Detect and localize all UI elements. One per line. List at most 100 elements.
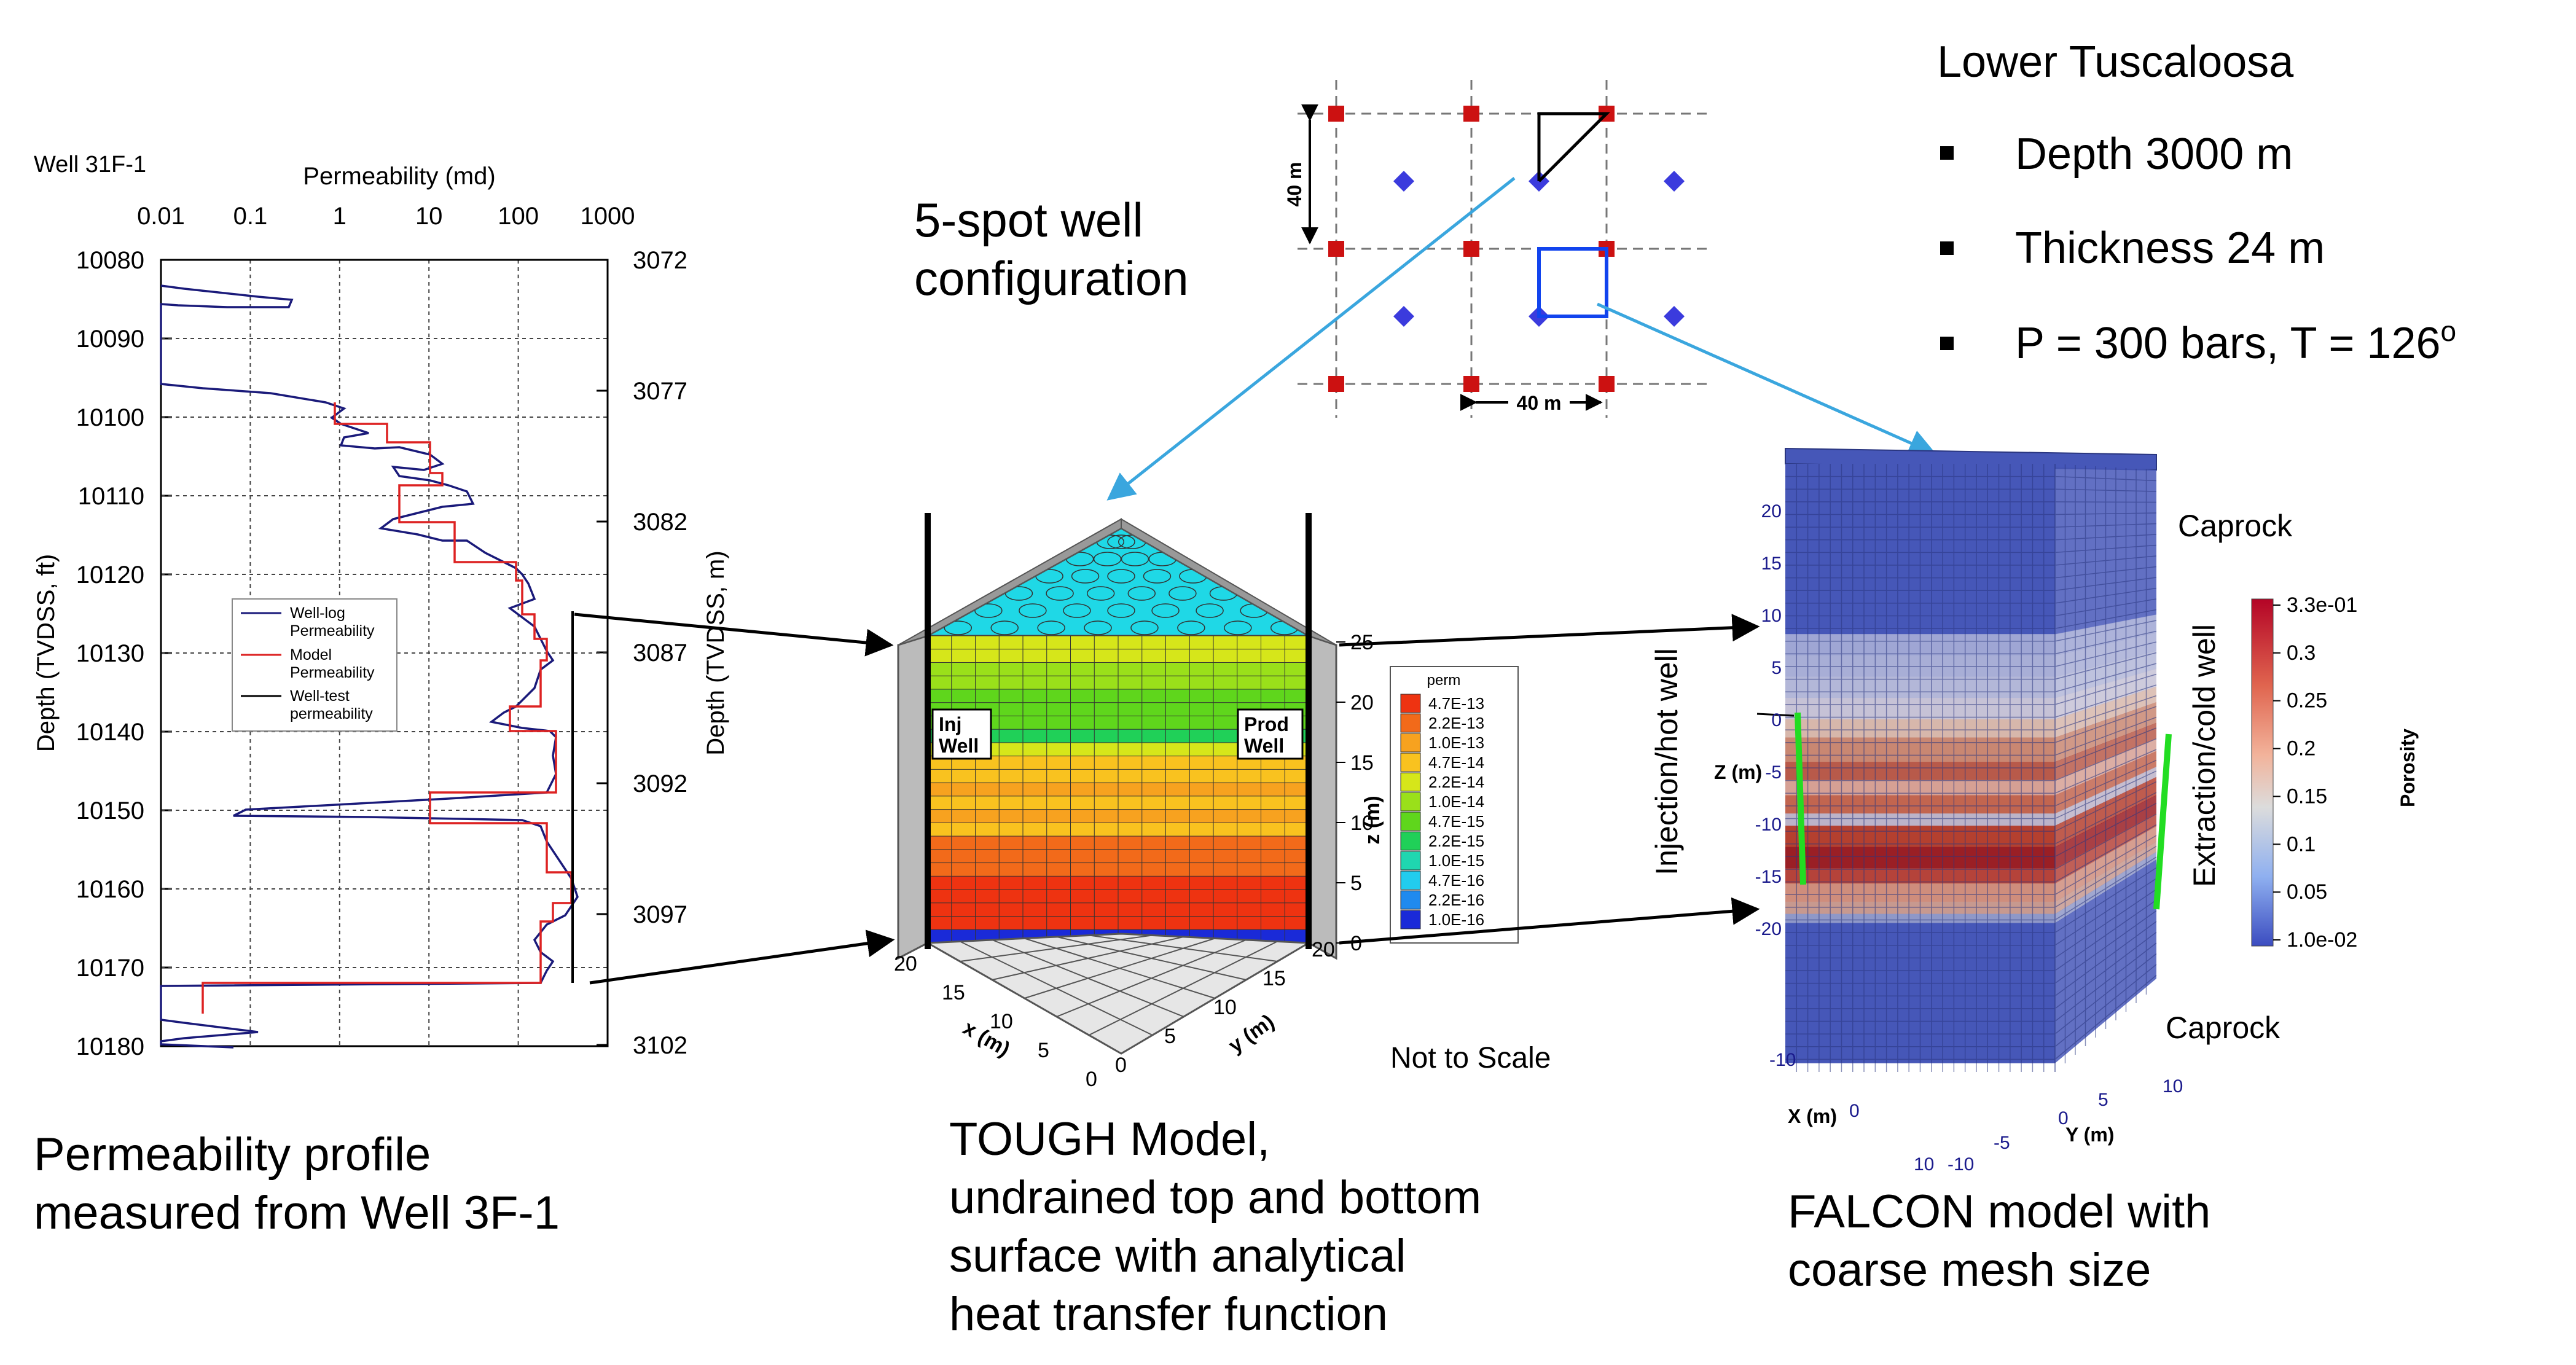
perm-legend-value: 4.7E-13	[1428, 694, 1484, 713]
tough-top-cell	[1143, 569, 1172, 584]
perm-legend-swatch	[1400, 772, 1421, 792]
top-axis-title: Permeability (md)	[303, 163, 495, 190]
inj-well-label-2: Well	[939, 735, 979, 757]
tough-x-tick-label: 10	[990, 1010, 1013, 1033]
tough-top-cell	[1019, 603, 1047, 618]
injection-well-marker	[1664, 171, 1685, 192]
arrow-to-tough	[1106, 177, 1516, 501]
perm-legend-swatch	[1400, 733, 1421, 753]
tough-model-panel: Inj Well Prod Well 2520151050 z (m) 2015…	[894, 513, 1551, 1340]
production-well-marker	[1328, 376, 1344, 392]
right-tick-label: 3097	[633, 901, 687, 928]
tough-z-tick-label: 15	[1350, 751, 1374, 775]
production-well-marker	[1463, 241, 1479, 257]
perm-legend-entries: 4.7E-132.2E-131.0E-134.7E-142.2E-141.0E-…	[1400, 694, 1484, 929]
perm-legend-value: 2.2E-13	[1428, 714, 1484, 732]
falcon-z-tick-label: 10	[1761, 606, 1782, 626]
right-tick-label: 3092	[633, 770, 687, 797]
tough-z-tick-label: 0	[1350, 932, 1362, 955]
falcon-x-tick-label: 0	[1849, 1101, 1860, 1121]
falcon-z-tick-label: 20	[1761, 501, 1782, 522]
falcon-y-tick-label: 0	[2058, 1108, 2069, 1128]
tough-y-axis: 0 5 10 15 20	[1115, 938, 1335, 1077]
tough-top-cell	[1071, 569, 1100, 584]
perm-caption-line2: measured from Well 3F-1	[34, 1187, 560, 1239]
tough-z-tick-label: 10	[1350, 812, 1374, 835]
top-tick-label: 0.1	[233, 203, 268, 230]
caprock-top-label: Caprock	[2178, 509, 2293, 543]
perm-legend-value: 4.7E-16	[1428, 871, 1484, 890]
arrow-tough-to-falcon-bottom	[1339, 897, 1760, 945]
perm-legend-swatch	[1400, 910, 1421, 929]
tough-caption: TOUGH Model, undrained top and bottom su…	[949, 1113, 1481, 1340]
arrow-to-falcon	[1596, 302, 1937, 456]
tough-top-cell	[1151, 603, 1180, 618]
right-axis-title: Depth (TVDSS, m)	[702, 550, 729, 755]
falcon-caption-line2: coarse mesh size	[1788, 1244, 2151, 1296]
production-well-marker	[1328, 241, 1344, 257]
porosity-tick-label: 0.15	[2287, 784, 2327, 808]
tough-top-cell	[990, 620, 1019, 635]
falcon-y-tick-label: 5	[2098, 1090, 2108, 1110]
tough-caption-line4: heat transfer function	[949, 1288, 1388, 1340]
falcon-z-tick-label: -15	[1755, 867, 1782, 887]
top-tick-label: 1	[333, 203, 346, 230]
legend-model-1: Model	[290, 646, 332, 663]
tough-top-cell	[944, 620, 973, 635]
right-tick-label: 3072	[633, 247, 687, 274]
perm-legend-value: 4.7E-15	[1428, 812, 1484, 831]
caprock-bottom-label: Caprock	[2166, 1011, 2280, 1045]
right-tick-label: 3082	[633, 509, 687, 536]
tough-x-axis: 20 15 10 5 0	[894, 952, 1097, 1091]
tough-x-tick-label: 20	[894, 952, 917, 976]
tough-y-tick-label: 0	[1115, 1054, 1127, 1077]
falcon-injection-well	[1795, 712, 1806, 885]
legend-well-test-2: permeability	[290, 705, 373, 722]
production-well-marker	[1599, 376, 1615, 392]
conditions-title: Lower Tuscaloosa	[1937, 37, 2294, 87]
tough-x-tick-label: 15	[942, 981, 965, 1004]
falcon-y-label: Y (m)	[2065, 1124, 2114, 1146]
tough-base-grid-lines	[960, 934, 1278, 1036]
tough-caption-line2: undrained top and bottom	[949, 1171, 1481, 1224]
tough-top-cell	[1130, 620, 1159, 635]
perm-caption-line1: Permeability profile	[34, 1128, 431, 1181]
tough-base-line	[1089, 934, 1278, 962]
perm-legend-value: 2.2E-14	[1428, 773, 1484, 791]
falcon-z-tick-label: 5	[1771, 658, 1782, 678]
left-tick-label: 10110	[78, 483, 144, 510]
top-tick-label: 0.01	[137, 203, 185, 230]
falcon-y-axis: -10 -5 0 5 10	[1948, 1076, 2183, 1175]
perm-legend-swatch	[1400, 713, 1421, 733]
perm-legend-swatch	[1400, 870, 1421, 890]
tough-y-tick-label: 15	[1263, 967, 1286, 990]
top-tick-label: 10	[415, 203, 443, 230]
left-tick-label: 10150	[76, 797, 144, 824]
falcon-y-tick-label: -10	[1948, 1154, 1974, 1175]
top-tick-label: 100	[498, 203, 539, 230]
left-tick-label: 10090	[76, 326, 144, 353]
perm-legend-swatch	[1400, 851, 1421, 870]
porosity-tick-label: 3.3e-01	[2287, 593, 2357, 617]
tough-top-cell	[1093, 552, 1122, 566]
perm-legend-swatch	[1400, 890, 1421, 910]
injection-well-marker	[1664, 306, 1685, 327]
arrow-profile-to-tough-bottom	[589, 929, 895, 985]
left-tick-label: 10140	[76, 719, 144, 746]
perm-legend-swatch	[1400, 753, 1421, 772]
tough-top-cell	[1037, 620, 1065, 635]
tough-top-cell	[1046, 586, 1074, 601]
tough-top-cell	[1169, 586, 1197, 601]
tough-top-cell	[1127, 586, 1156, 601]
falcon-z-axis: 20 15 10 5 0 -5 -10 -15 -20	[1755, 501, 1782, 939]
falcon-extraction-well	[2153, 733, 2172, 910]
perm-legend-title: perm	[1427, 672, 1461, 689]
tough-top-cell	[974, 603, 1003, 618]
dim-vertical-label: 40 m	[1283, 162, 1306, 207]
porosity-tick-label: 0.1	[2287, 832, 2316, 856]
tough-left-wall	[897, 634, 929, 960]
porosity-title: Porosity	[2397, 729, 2419, 807]
tough-top-cell	[1196, 603, 1224, 618]
falcon-z-tick-label: 15	[1761, 553, 1782, 574]
